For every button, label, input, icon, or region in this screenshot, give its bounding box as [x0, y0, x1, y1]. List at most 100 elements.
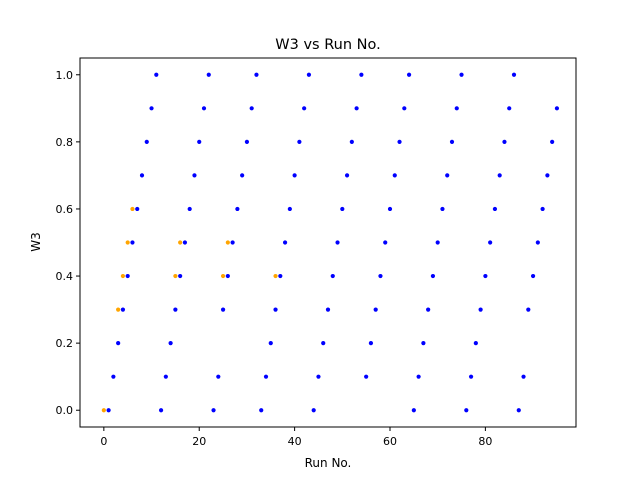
data-point	[201, 106, 207, 111]
data-point	[340, 206, 345, 212]
data-point	[306, 72, 312, 77]
data-point	[125, 240, 130, 245]
data-point	[235, 206, 240, 212]
data-point	[406, 72, 412, 77]
axes-frame	[79, 57, 577, 428]
data-point	[535, 240, 540, 245]
data-point	[459, 72, 464, 77]
data-point	[130, 240, 135, 245]
data-point	[259, 408, 264, 413]
data-point	[211, 408, 216, 413]
points-layer	[101, 72, 560, 413]
data-point	[383, 240, 388, 245]
x-tick-label: 40	[288, 435, 302, 448]
data-point	[392, 173, 397, 178]
x-axis-label: Run No.	[305, 456, 352, 470]
data-point	[492, 206, 498, 212]
data-point	[516, 408, 521, 413]
data-point	[554, 106, 560, 111]
series-0	[106, 72, 560, 413]
data-point	[101, 408, 106, 413]
y-tick-label: 0.2	[56, 337, 74, 350]
data-point	[354, 106, 359, 111]
data-point	[468, 374, 474, 379]
data-point	[106, 408, 111, 413]
y-tick-label: 0.4	[56, 270, 74, 283]
data-point	[111, 374, 116, 379]
data-point	[426, 307, 431, 312]
data-point	[507, 106, 512, 111]
data-point	[120, 307, 126, 312]
data-point	[206, 72, 211, 77]
data-point	[178, 240, 183, 245]
y-tick-label: 0.0	[56, 404, 74, 417]
data-point	[430, 273, 436, 279]
data-point	[297, 139, 302, 144]
data-point	[240, 173, 245, 178]
data-point	[435, 240, 440, 245]
data-point	[449, 139, 455, 144]
data-point	[402, 106, 407, 111]
data-point	[440, 206, 445, 212]
data-point	[530, 273, 536, 279]
data-point	[397, 139, 402, 144]
data-point	[287, 206, 292, 212]
data-point	[187, 206, 192, 212]
data-point	[192, 173, 197, 178]
data-point	[526, 307, 531, 312]
plot-area	[80, 58, 576, 427]
data-point	[511, 72, 517, 77]
data-point	[273, 273, 278, 279]
data-point	[502, 139, 507, 144]
data-point	[445, 173, 450, 178]
data-point	[330, 273, 335, 279]
data-point	[163, 374, 168, 379]
x-tick-label: 80	[478, 435, 492, 448]
data-point	[225, 273, 230, 279]
data-point	[368, 341, 374, 346]
data-point	[216, 374, 221, 379]
x-tick-label: 60	[383, 435, 397, 448]
data-point	[325, 307, 331, 312]
data-point	[478, 307, 483, 312]
data-point	[316, 374, 321, 379]
data-point	[550, 139, 555, 144]
data-point	[473, 341, 478, 346]
data-point	[230, 240, 235, 245]
data-point	[335, 240, 340, 245]
data-point	[244, 139, 250, 144]
data-point	[292, 173, 297, 178]
data-point	[302, 106, 307, 111]
data-point	[497, 173, 502, 178]
y-tick-label: 0.6	[56, 203, 74, 216]
data-point	[411, 408, 416, 413]
data-point	[116, 341, 121, 346]
data-point	[344, 173, 350, 178]
data-point	[178, 273, 183, 279]
data-point	[349, 139, 354, 144]
data-point	[220, 307, 226, 312]
x-tick-label: 0	[100, 435, 107, 448]
data-point	[130, 206, 135, 212]
data-point	[225, 240, 230, 245]
data-point	[278, 273, 283, 279]
data-point	[540, 206, 545, 212]
data-point	[254, 72, 259, 77]
data-point	[282, 240, 288, 245]
data-point	[311, 408, 316, 413]
data-point	[416, 374, 421, 379]
data-point	[545, 173, 550, 178]
data-point	[249, 106, 254, 111]
data-point	[135, 206, 140, 212]
data-point	[273, 307, 278, 312]
data-point	[521, 374, 526, 379]
y-tick-label: 1.0	[56, 69, 74, 82]
data-point	[421, 341, 426, 346]
data-point	[125, 273, 130, 279]
data-point	[321, 341, 326, 346]
data-point	[263, 374, 269, 379]
data-point	[173, 307, 178, 312]
data-point	[197, 139, 202, 144]
